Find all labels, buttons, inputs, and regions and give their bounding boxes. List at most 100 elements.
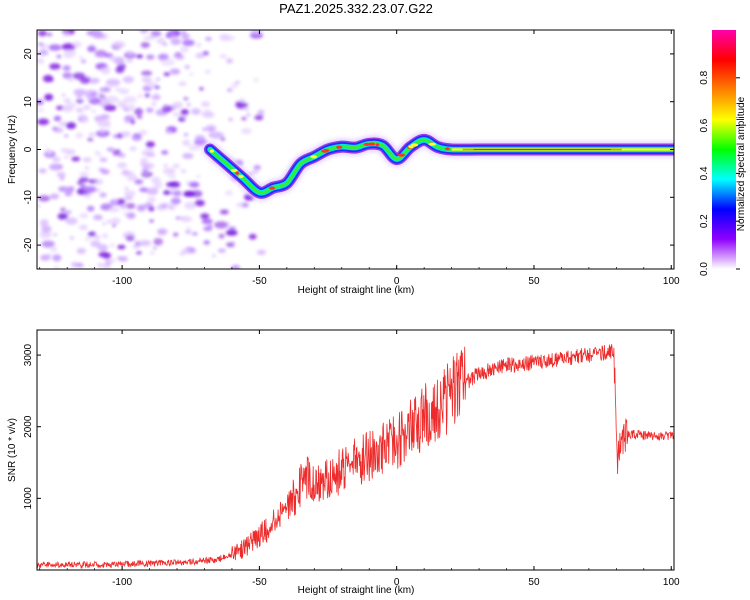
spectrogram-noise-blob <box>117 198 126 206</box>
colorbar-tick-label: 0.4 <box>699 166 710 180</box>
spectrogram-noise-blob <box>58 121 68 127</box>
spectrogram-noise-blob <box>146 107 154 113</box>
spectrogram-noise-blob <box>163 72 171 77</box>
spectrogram-noise-blob <box>99 192 107 198</box>
spectrogram-noise-blob <box>153 238 163 246</box>
spectrogram-noise-blob <box>62 65 71 71</box>
spectrogram-noise-blob <box>49 63 61 70</box>
spectrogram-noise-blob <box>225 229 238 236</box>
spectrogram-ytick-label: 10 <box>23 96 34 108</box>
spectrogram-noise-blob <box>130 120 136 124</box>
spectrogram-noise-blob <box>161 42 166 45</box>
spectrogram-noise-blob <box>115 66 125 74</box>
spectrogram-noise-blob <box>132 133 142 138</box>
spectrogram-noise-blob <box>48 44 62 51</box>
spectrogram-noise-blob <box>98 93 104 97</box>
spectrogram-noise-blob <box>178 81 187 86</box>
spectrogram-noise-blob <box>84 236 92 241</box>
spectrogram-noise-blob <box>124 195 134 201</box>
spectrogram-noise-blob <box>37 118 50 126</box>
spectrogram-noise-blob <box>134 179 144 185</box>
spectrogram-noise-blob <box>154 185 159 189</box>
spectrogram-noise-blob <box>40 254 51 261</box>
spectrogram-noise-blob <box>217 248 226 253</box>
spectrogram-noise-blob <box>202 127 207 131</box>
spectrogram-noise-blob <box>90 77 100 84</box>
spectrogram-noise-blob <box>111 56 117 60</box>
spectrogram-noise-blob <box>141 70 153 77</box>
spectrogram-noise-blob <box>200 213 210 219</box>
spectrogram-noise-blob <box>72 41 82 48</box>
spectrogram-noise-blob <box>76 248 87 254</box>
snr-xlabel: Height of straight line (km) <box>298 585 415 596</box>
spectrogram-noise-blob <box>65 217 78 225</box>
spectrogram-ytick-label: -10 <box>23 190 34 205</box>
spectrogram-noise-blob <box>211 254 216 258</box>
spectrogram-noise-blob <box>104 53 114 58</box>
spectrogram-noise-blob <box>180 216 193 223</box>
spectrogram-noise-blob <box>214 221 229 229</box>
ridge-hot-spot <box>321 149 329 153</box>
spectrogram-noise-blob <box>126 51 135 57</box>
spectrogram-noise-blob <box>98 167 105 172</box>
spectrogram-noise-blob <box>39 230 52 239</box>
spectrogram-noise-blob <box>146 187 159 195</box>
colorbar-gradient <box>712 30 736 269</box>
spectrogram-noise-blob <box>112 224 116 227</box>
ridge-hot-spot <box>235 171 240 175</box>
spectrogram-noise-blob <box>147 196 156 203</box>
spectrogram-noise-blob <box>199 87 204 91</box>
ridge-hot-spot <box>336 145 343 149</box>
spectrogram-noise-blob <box>72 72 86 80</box>
spectrogram-noise-blob <box>181 33 191 39</box>
spectrogram-noise-blob <box>111 217 121 225</box>
spectrogram-xtick-label: 100 <box>663 276 680 287</box>
spectrogram-noise-blob <box>114 87 123 92</box>
ridge-hot-spot <box>375 143 380 147</box>
spectrogram-noise-blob <box>121 169 130 176</box>
colorbar-ticks: 0.0 0.2 0.4 0.6 0.8 <box>699 70 740 276</box>
colorbar-tick-label: 0.0 <box>699 262 710 276</box>
spectrogram-noise-blob <box>173 53 183 59</box>
spectrogram-noise-blob <box>203 240 210 245</box>
spectrogram-noise-blob <box>144 93 150 98</box>
spectrogram-noise-blob <box>41 225 52 233</box>
spectrogram-noise-blob <box>86 31 92 35</box>
spectrogram-noise-blob <box>112 41 126 49</box>
spectrogram-noise-blob <box>53 266 60 269</box>
spectrogram-noise-blob <box>244 108 250 112</box>
spectrogram-noise-blob <box>136 204 146 212</box>
spectrogram-noise-blob <box>84 193 91 198</box>
spectrogram-noise-blob <box>228 226 236 231</box>
spectrogram-noise-blob <box>76 262 84 268</box>
ridge-hot-spot <box>368 142 376 146</box>
spectrogram-noise-blob <box>38 49 49 56</box>
spectrogram-noise-blob <box>225 222 230 225</box>
spectrogram-noise-blob <box>169 35 176 40</box>
spectrogram-noise-blob <box>88 97 102 105</box>
snr-ytick-label: 1000 <box>23 487 34 510</box>
spectrogram-noise-blob <box>102 86 112 93</box>
spectrogram-noise-blob <box>128 171 135 175</box>
spectrogram-noise-blob <box>56 54 62 59</box>
spectrogram-noise-blob <box>253 78 259 82</box>
spectrogram-noise-blob <box>196 175 201 178</box>
spectrogram-noise-blob <box>38 42 44 46</box>
spectrogram-noise-blob <box>38 195 51 202</box>
spectrogram-noise-blob <box>137 94 144 98</box>
spectrogram-noise-blob <box>103 115 111 120</box>
spectrogram-noise-blob <box>93 235 101 240</box>
spectrogram-noise-blob <box>112 149 122 156</box>
spectrogram-noise-blob <box>196 43 202 47</box>
spectrogram-noise-blob <box>83 186 97 193</box>
spectrogram-xtick-label: 0 <box>394 276 400 287</box>
spectrogram-noise-blob <box>53 115 62 122</box>
spectrogram-noise-blob <box>45 148 51 153</box>
spectrogram-noise-blob <box>191 190 203 198</box>
spectrogram-noise-blob <box>181 30 186 34</box>
spectrogram-noise-blob <box>103 104 117 112</box>
snr-plot-area <box>37 330 674 570</box>
spectrogram-noise-blob <box>183 133 189 137</box>
spectrogram-noise-blob <box>102 222 106 225</box>
spectrogram-noise-blob <box>97 119 111 128</box>
